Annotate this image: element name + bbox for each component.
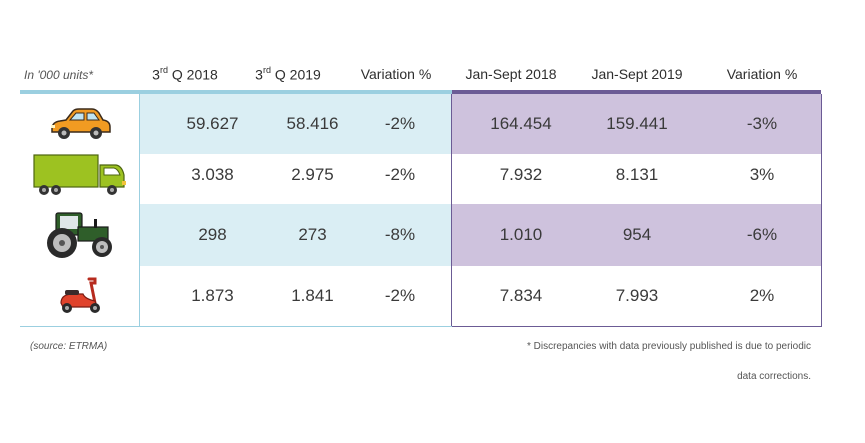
cell-q3-2018: 1.873 [191, 286, 234, 305]
ytd-section-border [451, 94, 822, 327]
cell-q3-2018: 3.038 [191, 165, 234, 184]
left-column-divider [139, 94, 140, 326]
cell-ytd-2019: 954 [622, 225, 652, 244]
cell-ytd-variation: 2% [749, 286, 775, 305]
cell-q3-2018: 298 [198, 225, 227, 244]
cell-q3-2019: 1.841 [291, 286, 334, 305]
cell-q-variation: -8% [384, 225, 416, 244]
header-q3-2018: 3rd Q 2018 [152, 65, 218, 83]
cell-q-variation: -2% [384, 286, 416, 305]
cell-ytd-2018: 164.454 [490, 114, 552, 133]
header-q-variation: Variation % [360, 66, 432, 82]
footnote-line-1: * Discrepancies with data previously pub… [526, 341, 811, 352]
header-divider-right [452, 90, 821, 94]
cell-q-variation: -2% [384, 114, 416, 133]
cell-q-variation: -2% [384, 165, 416, 184]
cell-ytd-2018: 7.834 [499, 286, 543, 305]
cell-ytd-variation: -3% [746, 114, 778, 133]
scooter-icon [20, 266, 140, 326]
table-bottom-border [20, 326, 452, 327]
table-row: 298 273 -8% 1.010 954 -6% [20, 204, 821, 266]
cell-ytd-2018: 1.010 [499, 225, 543, 244]
truck-icon [20, 146, 140, 204]
cell-q3-2018: 59.627 [186, 114, 239, 133]
car-icon [20, 94, 140, 154]
header-jan-sept-2019: Jan-Sept 2019 [591, 66, 683, 82]
unit-note: In '000 units* [24, 68, 94, 82]
header-q3-2019: 3rd Q 2019 [255, 65, 321, 83]
tractor-icon [20, 204, 140, 266]
header-divider-left [20, 90, 452, 94]
cell-ytd-2018: 7.932 [499, 165, 543, 184]
table-row: 3.038 2.975 -2% 7.932 8.131 3% [20, 146, 821, 204]
cell-ytd-variation: -6% [746, 225, 778, 244]
cell-ytd-variation: 3% [749, 165, 775, 184]
source-note: (source: ETRMA) [30, 341, 108, 352]
header-jan-sept-2018: Jan-Sept 2018 [465, 66, 557, 82]
header-ytd-variation: Variation % [726, 66, 798, 82]
cell-q3-2019: 58.416 [286, 114, 339, 133]
table-row: 59.627 58.416 -2% 164.454 159.441 -3% [20, 94, 821, 154]
footnote-line-2: data corrections. [737, 371, 811, 382]
cell-q3-2019: 273 [298, 225, 327, 244]
table-row: 1.873 1.841 -2% 7.834 7.993 2% [20, 266, 821, 326]
cell-ytd-2019: 7.993 [615, 286, 659, 305]
cell-q3-2019: 2.975 [291, 165, 334, 184]
cell-ytd-2019: 8.131 [615, 165, 659, 184]
cell-ytd-2019: 159.441 [606, 114, 668, 133]
